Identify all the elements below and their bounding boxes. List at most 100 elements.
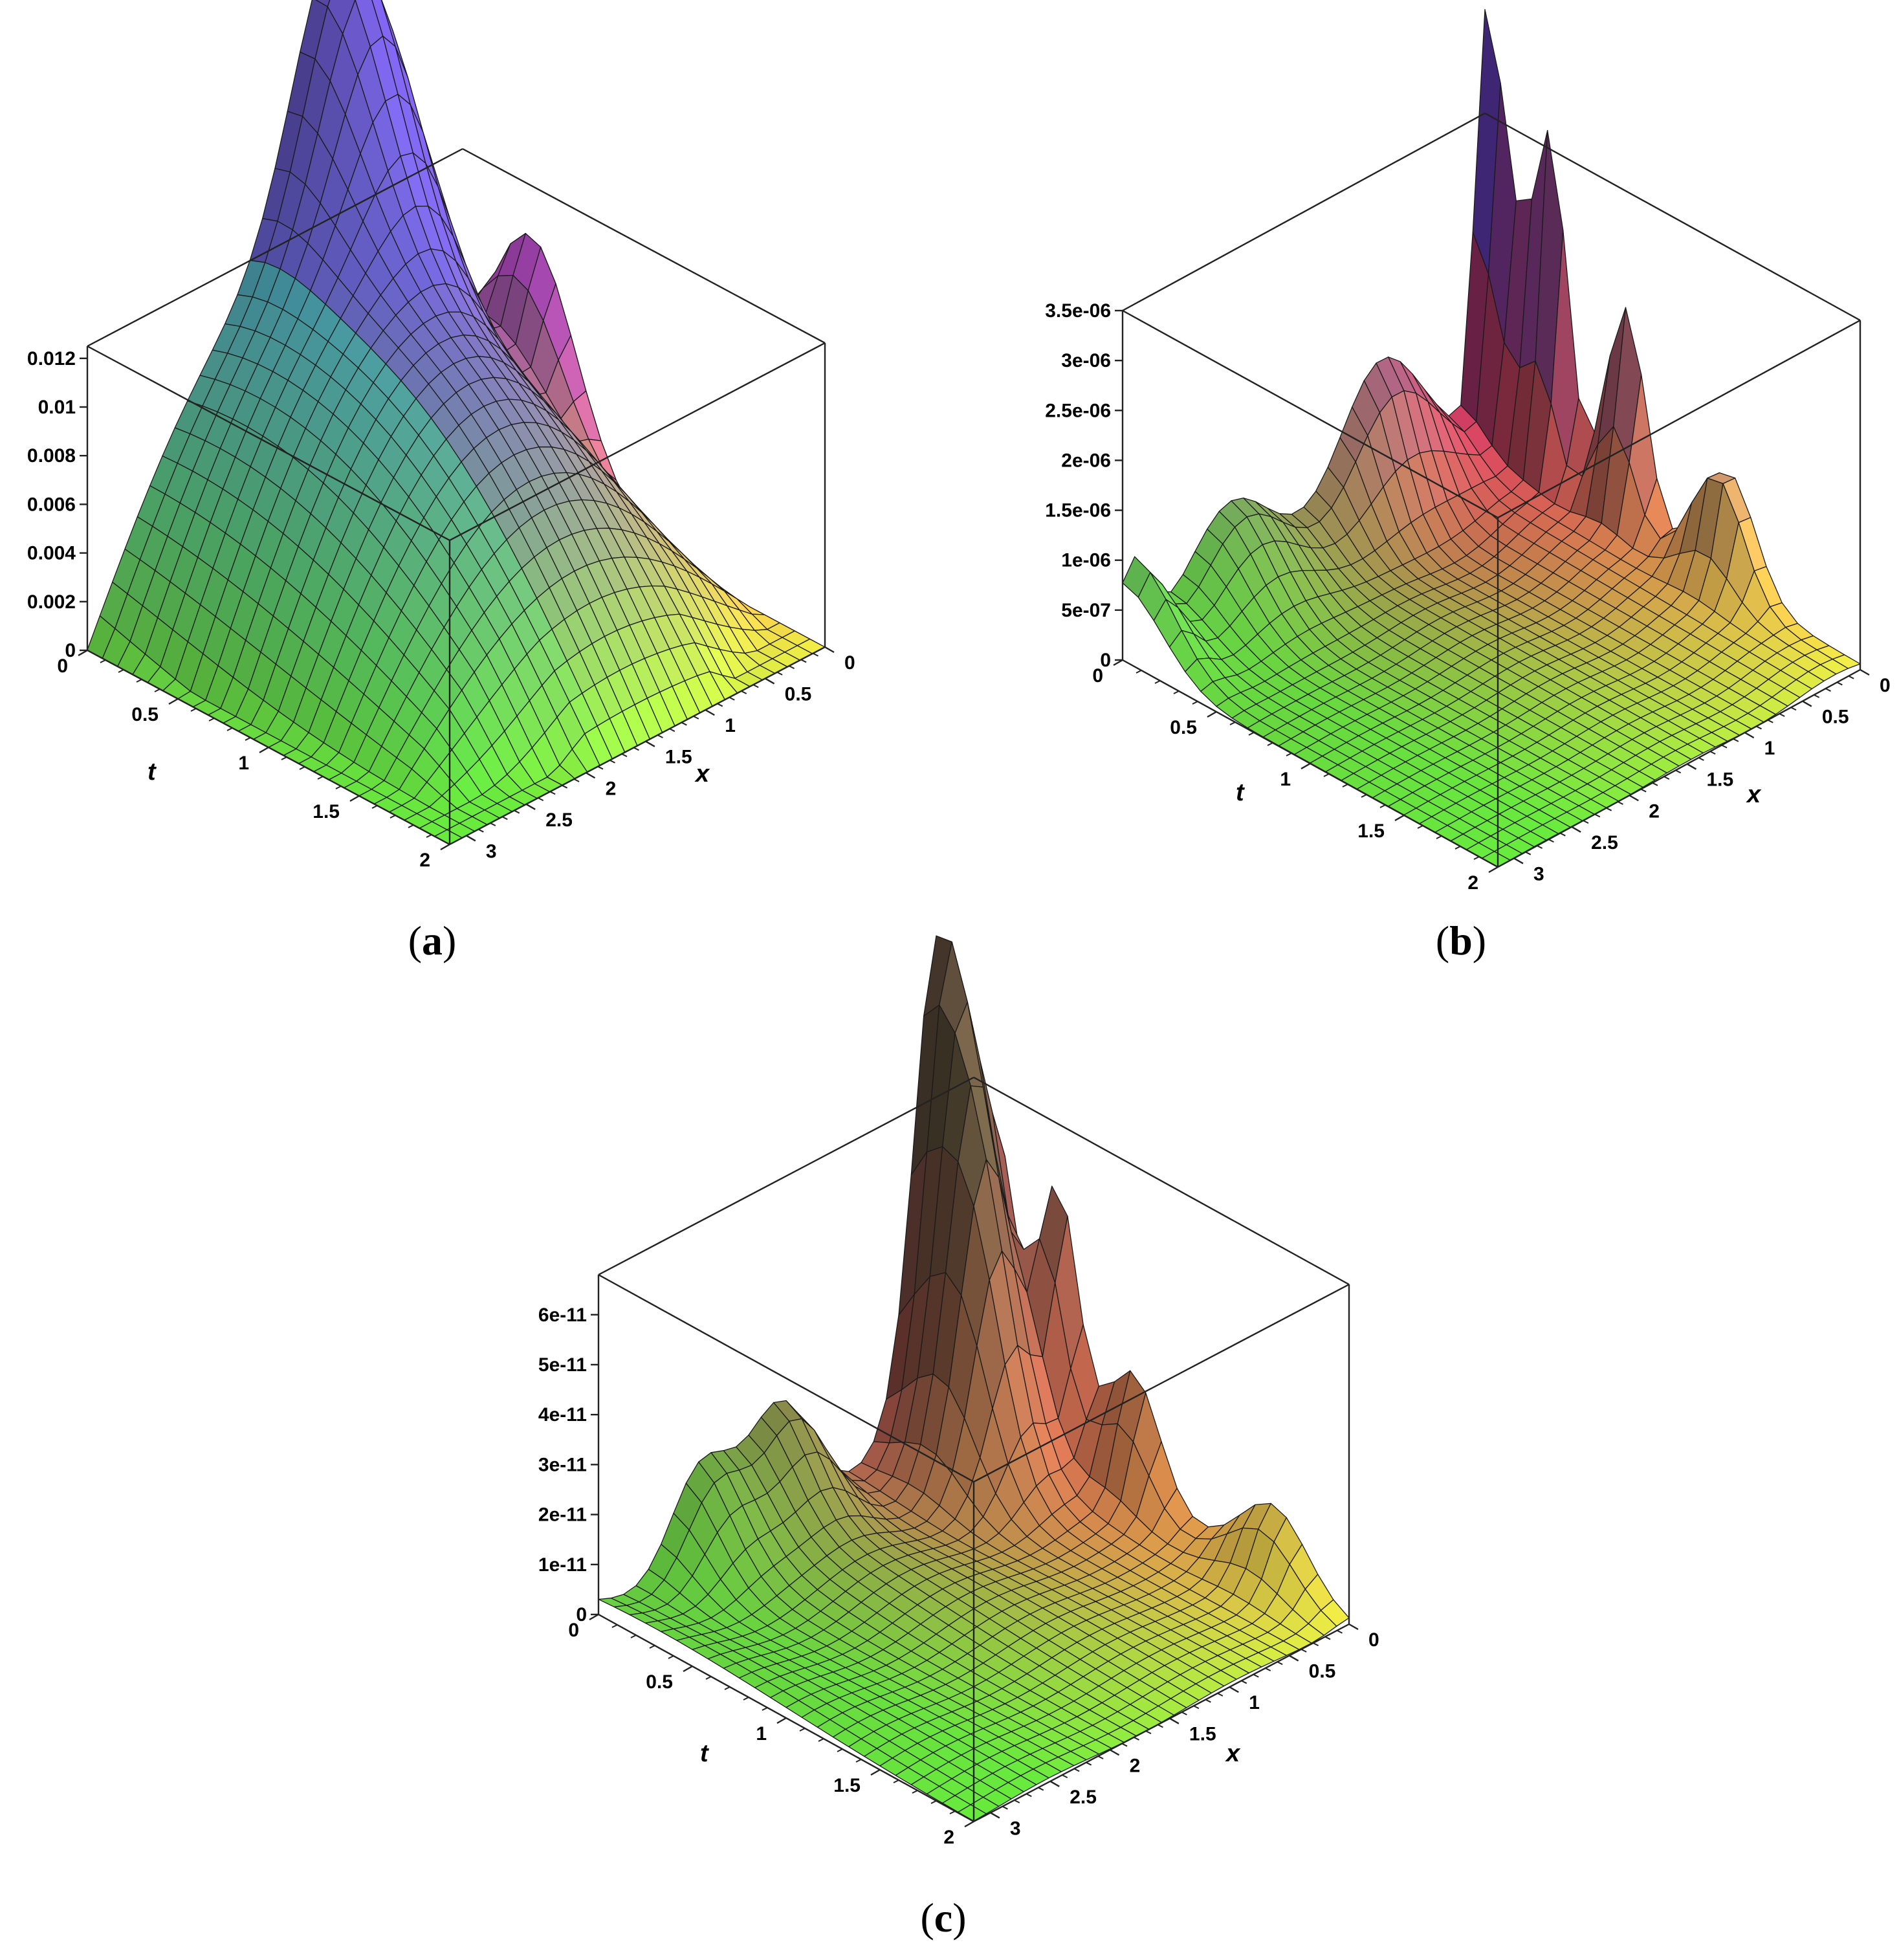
x-minor-tick: [1721, 744, 1728, 749]
t-minor-tick: [118, 669, 124, 673]
t-tick-label: 1.5: [1357, 820, 1385, 842]
x-minor-tick: [490, 822, 496, 826]
x-tick-label: 0: [1368, 1629, 1379, 1651]
box-edge: [598, 1273, 974, 1483]
x-tick-label: 1: [1249, 1692, 1260, 1713]
t-minor-tick: [390, 815, 396, 819]
panel-letter-b: b: [1449, 918, 1473, 963]
t-tick-mark: [1207, 710, 1217, 718]
x-minor-tick: [741, 690, 747, 694]
x-tick-mark: [1744, 732, 1755, 739]
x-minor-tick: [1145, 1730, 1152, 1735]
x-tick-mark: [645, 740, 655, 747]
x-minor-tick: [1014, 1800, 1020, 1803]
box-edge: [1497, 668, 1861, 868]
x-tick-mark: [1289, 1655, 1299, 1662]
t-minor-tick: [1154, 680, 1161, 684]
x-minor-tick: [1181, 1712, 1187, 1715]
t-minor-tick: [1248, 732, 1255, 736]
t-minor-tick: [1192, 701, 1198, 705]
x-minor-tick: [752, 684, 759, 688]
t-axis-label: t: [700, 1740, 709, 1767]
axis-ticks: 0 0.5 1 1.5 2 0 0.5 1 1.5 2 2.5 3 0 1e-11 2e-11 3e-11 4e…: [538, 1305, 1379, 1848]
t-minor-tick: [335, 786, 342, 789]
x-tick-mark: [1348, 1623, 1359, 1631]
t-minor-tick: [724, 1686, 730, 1690]
t-tick-label: 1: [756, 1723, 767, 1745]
t-minor-tick: [799, 1728, 806, 1732]
x-minor-tick: [549, 791, 556, 795]
t-minor-tick: [1286, 753, 1292, 756]
box-edge: [973, 1283, 1350, 1483]
x-tick-label: 2: [1649, 800, 1660, 822]
x-minor-tick: [776, 671, 783, 676]
x-minor-tick: [1767, 719, 1773, 723]
t-minor-tick: [208, 718, 215, 721]
t-minor-tick: [1361, 794, 1367, 798]
t-minor-tick: [1473, 856, 1480, 860]
t-tick-mark: [776, 1717, 787, 1724]
t-tick-mark: [1113, 659, 1123, 666]
t-minor-tick: [1323, 773, 1330, 777]
t-tick-label: 0.5: [131, 704, 159, 725]
z-tick-label: 0.004: [27, 543, 76, 564]
t-minor-tick: [837, 1748, 843, 1752]
x-minor-tick: [1733, 738, 1739, 742]
t-minor-tick: [668, 1655, 674, 1659]
x-minor-tick: [1663, 776, 1670, 780]
x-minor-tick: [1825, 688, 1831, 692]
x-minor-tick: [1277, 1661, 1283, 1666]
t-tick-label: 1.5: [833, 1775, 861, 1796]
t-tick-label: 1: [238, 753, 249, 774]
t-minor-tick: [100, 659, 106, 663]
t-axis-label: t: [1236, 779, 1245, 806]
x-minor-tick: [1548, 839, 1554, 843]
x-tick-mark: [1169, 1717, 1180, 1724]
x-minor-tick: [621, 753, 628, 758]
t-minor-tick: [949, 1811, 956, 1814]
x-minor-tick: [1698, 757, 1704, 761]
z-tick-label: 0: [65, 640, 76, 661]
x-tick-label: 0.5: [1822, 707, 1849, 728]
x-minor-tick: [501, 816, 508, 820]
t-tick-label: 2: [1467, 872, 1478, 894]
panel-c: 0 0.5 1 1.5 2 0 0.5 1 1.5 2 2.5 3 0 1e-11 2e-11 3e-11 4e…: [538, 935, 1379, 1941]
t-tick-mark: [259, 746, 269, 754]
x-tick-mark: [585, 772, 596, 779]
t-minor-tick: [1379, 804, 1386, 808]
x-minor-tick: [597, 765, 604, 770]
x-tick-label: 2.5: [545, 809, 573, 831]
t-minor-tick: [1436, 835, 1442, 839]
box-edge: [449, 646, 826, 846]
x-minor-tick: [538, 797, 544, 802]
t-minor-tick: [1229, 721, 1236, 725]
x-minor-tick: [657, 734, 663, 738]
x-tick-mark: [765, 677, 775, 685]
z-tick-label: 2e-06: [1061, 450, 1111, 471]
x-minor-tick: [1594, 813, 1601, 818]
x-minor-tick: [1193, 1705, 1200, 1710]
x-tick-mark: [1513, 857, 1524, 864]
z-tick-label: 0.012: [27, 348, 76, 369]
t-minor-tick: [226, 727, 233, 731]
x-axis-label: x: [1225, 1740, 1241, 1767]
x-tick-label: 0.5: [1309, 1661, 1336, 1682]
t-tick-mark: [1301, 762, 1311, 770]
x-minor-tick: [1756, 725, 1762, 730]
t-minor-tick: [1267, 742, 1273, 746]
x-minor-tick: [1640, 788, 1647, 793]
t-minor-tick: [136, 679, 142, 683]
surface-mesh: [87, 0, 826, 845]
x-tick-mark: [1686, 763, 1697, 770]
t-minor-tick: [611, 1624, 618, 1628]
z-tick-label: 0: [576, 1604, 587, 1625]
box-edge: [1497, 319, 1861, 519]
t-tick-label: 0: [1092, 665, 1103, 687]
t-minor-tick: [1417, 825, 1423, 829]
x-tick-mark: [824, 646, 835, 654]
t-minor-tick: [705, 1676, 712, 1680]
z-tick-label: 3e-06: [1061, 350, 1111, 371]
panel-letter-a: a: [422, 918, 443, 963]
t-tick-label: 0: [57, 655, 68, 677]
